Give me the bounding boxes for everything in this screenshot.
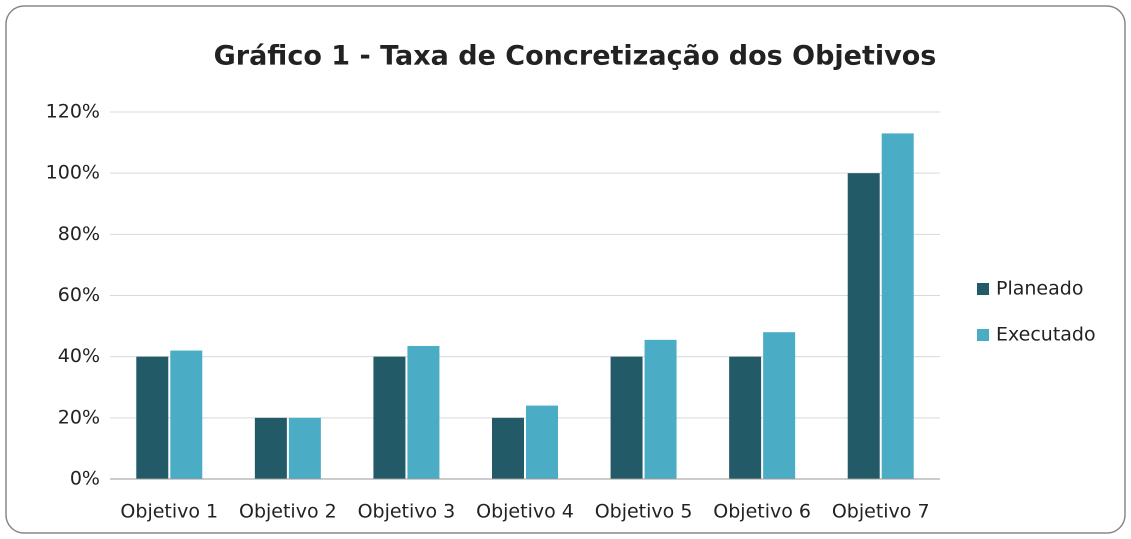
x-tick-label: Objetivo 5 bbox=[595, 501, 693, 523]
x-tick-label: Objetivo 2 bbox=[239, 501, 337, 523]
x-tick-label: Objetivo 7 bbox=[832, 501, 930, 523]
bar bbox=[610, 356, 643, 479]
legend-label: Executado bbox=[996, 324, 1096, 346]
y-tick-label: 60% bbox=[58, 284, 100, 306]
y-tick-label: 120% bbox=[46, 101, 100, 123]
legend-swatch bbox=[977, 283, 989, 295]
bar bbox=[881, 133, 914, 480]
bar bbox=[847, 173, 880, 479]
y-tick-label: 0% bbox=[70, 468, 100, 490]
y-tick-label: 100% bbox=[46, 162, 100, 184]
bar bbox=[407, 345, 440, 479]
legend-label: Planeado bbox=[996, 278, 1083, 300]
bar bbox=[492, 417, 524, 479]
bar bbox=[526, 405, 558, 479]
x-tick-label: Objetivo 1 bbox=[120, 501, 218, 523]
bar bbox=[288, 417, 321, 479]
x-tick-label: Objetivo 6 bbox=[713, 501, 811, 523]
legend-swatch bbox=[977, 329, 989, 341]
bar bbox=[254, 417, 287, 479]
x-tick-label: Objetivo 3 bbox=[358, 501, 456, 523]
bar bbox=[170, 350, 203, 479]
bar bbox=[763, 332, 796, 479]
x-tick-label: Objetivo 4 bbox=[476, 501, 574, 523]
y-tick-label: 80% bbox=[58, 223, 100, 245]
chart-title: Gráfico 1 - Taxa de Concretização dos Ob… bbox=[214, 41, 937, 72]
y-tick-label: 20% bbox=[58, 406, 100, 428]
chart-frame bbox=[5, 5, 1126, 534]
bar bbox=[373, 356, 406, 479]
bar bbox=[729, 356, 762, 479]
bar bbox=[136, 356, 169, 479]
y-tick-label: 40% bbox=[58, 345, 100, 367]
bar bbox=[644, 339, 677, 479]
